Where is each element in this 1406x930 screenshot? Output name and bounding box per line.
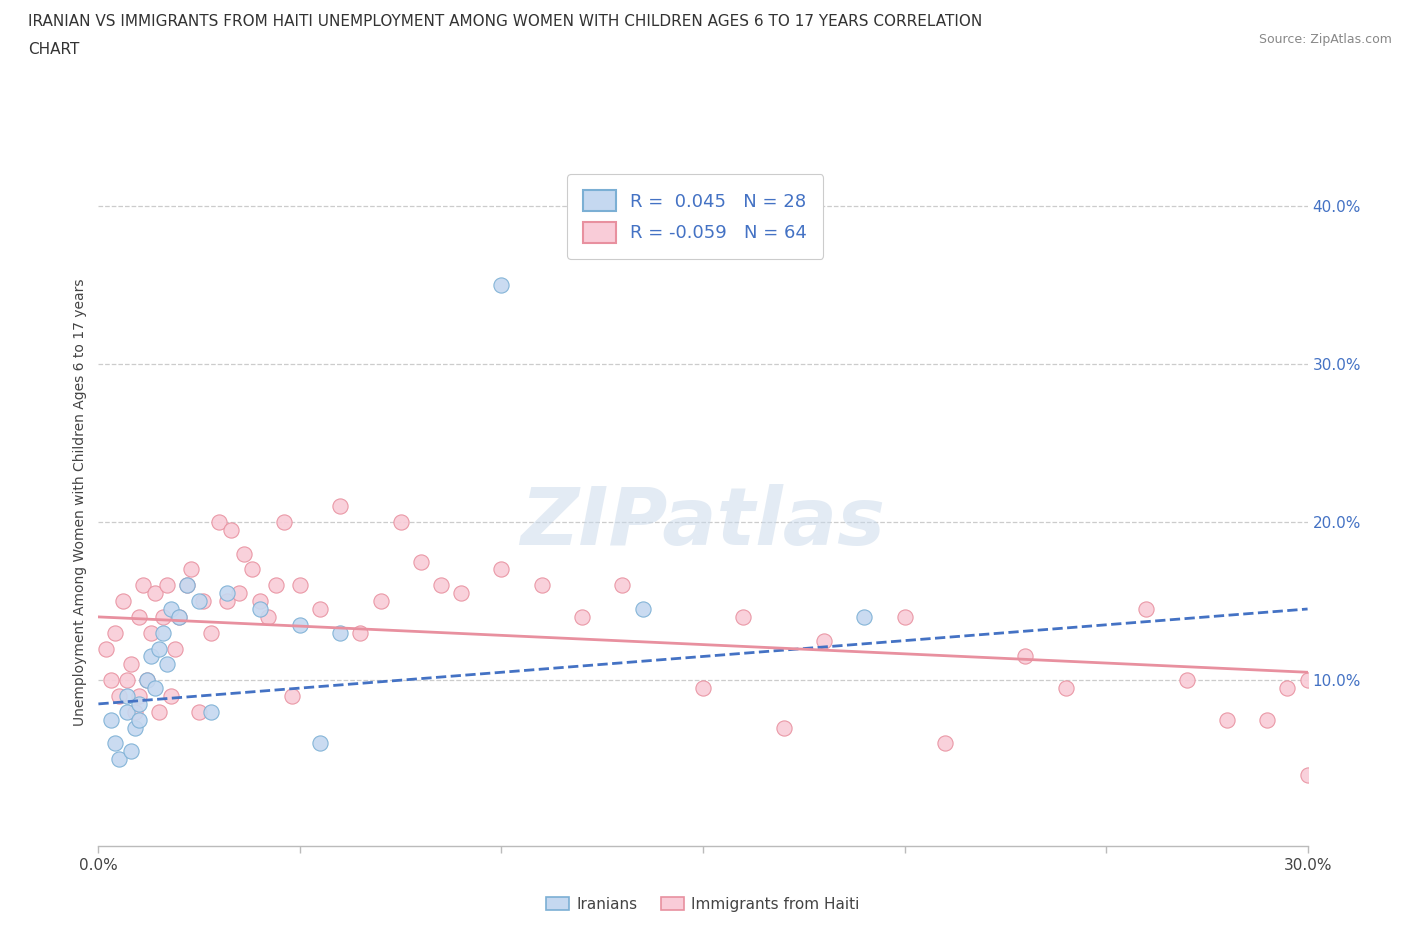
Point xyxy=(132,578,155,592)
Point xyxy=(124,704,146,719)
Point xyxy=(1216,712,1239,727)
Point xyxy=(96,641,118,656)
Point xyxy=(103,625,125,640)
Point xyxy=(491,277,513,292)
Y-axis label: Unemployment Among Women with Children Ages 6 to 17 years: Unemployment Among Women with Children A… xyxy=(73,278,87,726)
Point xyxy=(530,578,553,592)
Point xyxy=(148,704,170,719)
Point xyxy=(571,609,593,624)
Point xyxy=(163,641,186,656)
Text: CHART: CHART xyxy=(28,42,80,57)
Point xyxy=(370,593,392,608)
Point xyxy=(893,609,915,624)
Point xyxy=(160,688,183,703)
Point xyxy=(772,720,794,735)
Point xyxy=(240,562,263,577)
Point xyxy=(100,712,122,727)
Point xyxy=(1054,681,1077,696)
Point xyxy=(450,586,472,601)
Point xyxy=(115,672,138,687)
Point xyxy=(167,609,190,624)
Point xyxy=(156,657,179,671)
Point xyxy=(156,578,179,592)
Point xyxy=(111,593,134,608)
Point xyxy=(309,602,332,617)
Legend: Iranians, Immigrants from Haiti: Iranians, Immigrants from Haiti xyxy=(540,890,866,918)
Point xyxy=(1296,767,1319,782)
Point xyxy=(143,586,166,601)
Point xyxy=(103,736,125,751)
Point xyxy=(853,609,876,624)
Point xyxy=(176,578,198,592)
Point xyxy=(167,609,190,624)
Point xyxy=(309,736,332,751)
Point xyxy=(232,546,254,561)
Point xyxy=(217,593,239,608)
Point xyxy=(100,672,122,687)
Legend: R =  0.045   N = 28, R = -0.059   N = 64: R = 0.045 N = 28, R = -0.059 N = 64 xyxy=(567,174,824,259)
Text: ZIPatlas: ZIPatlas xyxy=(520,484,886,562)
Text: IRANIAN VS IMMIGRANTS FROM HAITI UNEMPLOYMENT AMONG WOMEN WITH CHILDREN AGES 6 T: IRANIAN VS IMMIGRANTS FROM HAITI UNEMPLO… xyxy=(28,14,983,29)
Point xyxy=(124,720,146,735)
Point xyxy=(176,578,198,592)
Point xyxy=(249,593,271,608)
Point xyxy=(139,625,162,640)
Point xyxy=(264,578,287,592)
Point xyxy=(180,562,202,577)
Point xyxy=(148,641,170,656)
Point xyxy=(249,602,271,617)
Point xyxy=(128,609,150,624)
Point xyxy=(107,751,129,766)
Point xyxy=(430,578,453,592)
Point xyxy=(288,618,311,632)
Point xyxy=(1296,672,1319,687)
Point xyxy=(256,609,278,624)
Point xyxy=(934,736,956,751)
Point xyxy=(120,744,142,759)
Point xyxy=(120,657,142,671)
Point xyxy=(200,704,222,719)
Point xyxy=(135,672,157,687)
Point xyxy=(208,514,231,529)
Point xyxy=(329,498,352,513)
Point xyxy=(813,633,835,648)
Point xyxy=(135,672,157,687)
Point xyxy=(115,704,138,719)
Point xyxy=(273,514,295,529)
Point xyxy=(329,625,352,640)
Point xyxy=(188,593,211,608)
Point xyxy=(143,681,166,696)
Point xyxy=(128,697,150,711)
Point xyxy=(193,593,215,608)
Point xyxy=(389,514,412,529)
Point xyxy=(152,625,174,640)
Point xyxy=(1014,649,1036,664)
Point xyxy=(139,649,162,664)
Point xyxy=(612,578,634,592)
Point xyxy=(1135,602,1157,617)
Text: Source: ZipAtlas.com: Source: ZipAtlas.com xyxy=(1258,33,1392,46)
Point xyxy=(107,688,129,703)
Point xyxy=(128,712,150,727)
Point xyxy=(631,602,654,617)
Point xyxy=(491,562,513,577)
Point xyxy=(200,625,222,640)
Point xyxy=(281,688,304,703)
Point xyxy=(228,586,250,601)
Point xyxy=(221,523,243,538)
Point xyxy=(160,602,183,617)
Point xyxy=(115,688,138,703)
Point xyxy=(128,688,150,703)
Point xyxy=(1175,672,1198,687)
Point xyxy=(217,586,239,601)
Point xyxy=(733,609,755,624)
Point xyxy=(1256,712,1278,727)
Point xyxy=(152,609,174,624)
Point xyxy=(349,625,371,640)
Point xyxy=(188,704,211,719)
Point xyxy=(288,578,311,592)
Point xyxy=(692,681,714,696)
Point xyxy=(1277,681,1299,696)
Point xyxy=(409,554,432,569)
